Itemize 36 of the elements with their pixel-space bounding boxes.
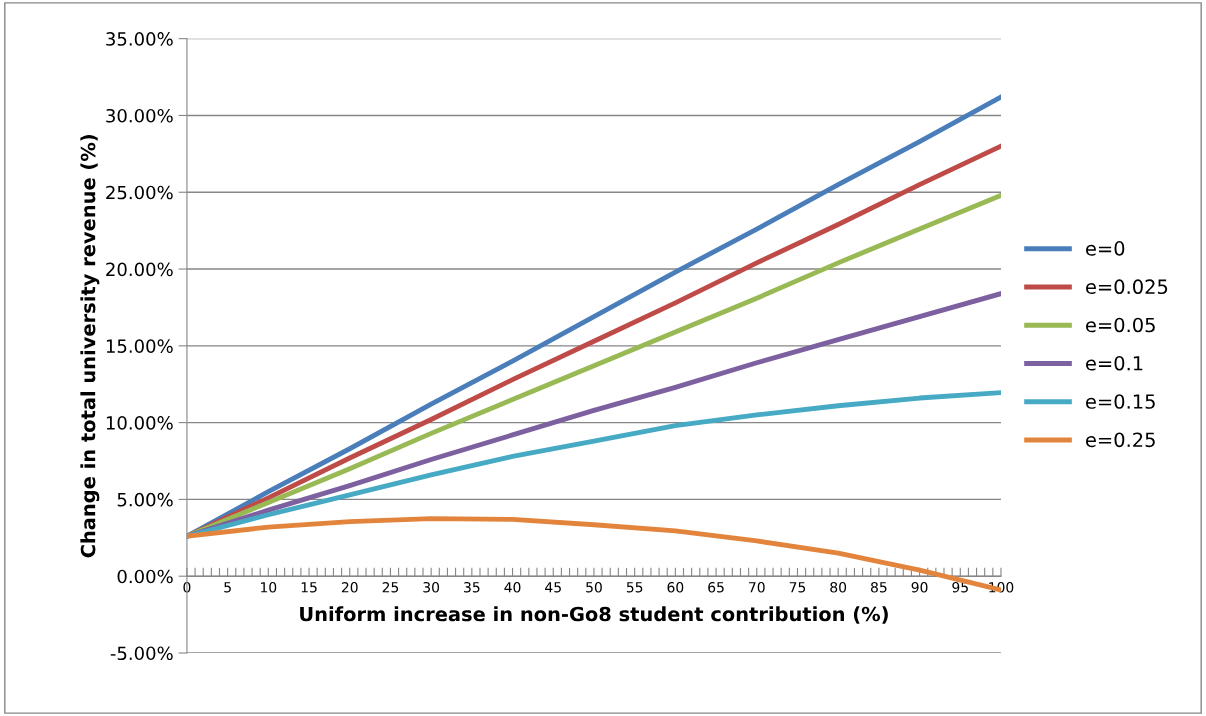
x-tick-label: 15 — [301, 582, 317, 593]
x-tick-label: 65 — [708, 582, 724, 593]
y-tick-label: 25.00% — [106, 185, 173, 200]
x-tick-label: 35 — [464, 582, 480, 593]
x-tick-label: 80 — [830, 582, 847, 593]
x-tick-label: 25 — [382, 582, 399, 593]
x-tick-label: 30 — [423, 582, 440, 593]
x-axis-title: Uniform increase in non-Go8 student contribution (%) — [300, 606, 888, 624]
y-tick-label: -5.00% — [110, 646, 173, 661]
x-tick-label: 85 — [870, 582, 887, 593]
x-tick-label: 75 — [789, 582, 806, 593]
legend-label: e=0.05 — [1086, 317, 1155, 333]
x-tick-label: 5 — [224, 582, 231, 593]
x-tick-label: 90 — [911, 582, 928, 593]
y-tick-label: 20.00% — [106, 262, 173, 277]
legend-label: e=0 — [1086, 241, 1125, 256]
y-tick-label: 10.00% — [106, 416, 173, 430]
y-tick-label: 35.00% — [106, 32, 173, 46]
y-tick-label: 30.00% — [106, 108, 173, 123]
x-tick-label: 40 — [504, 582, 521, 593]
x-tick-label: 45 — [545, 582, 561, 593]
y-tick-label: 0.00% — [117, 569, 173, 584]
legend-label: e=0.1 — [1086, 355, 1143, 371]
legend-label: e=0.025 — [1086, 279, 1168, 295]
legend-label: e=0.15 — [1086, 394, 1155, 409]
x-tick-label: 50 — [586, 582, 602, 593]
x-tick-label: 60 — [667, 582, 684, 593]
x-tick-label: 55 — [626, 582, 643, 593]
y-tick-label: 5.00% — [117, 492, 173, 507]
x-tick-label: 20 — [341, 582, 358, 593]
y-axis-title: Change in total university revenue (%) — [80, 134, 100, 558]
x-tick-label: 10 — [261, 582, 277, 593]
x-tick-label: 0 — [183, 582, 191, 593]
legend-label: e=0.25 — [1086, 432, 1155, 448]
x-tick-label: 70 — [749, 582, 765, 593]
y-tick-label: 15.00% — [106, 339, 173, 353]
